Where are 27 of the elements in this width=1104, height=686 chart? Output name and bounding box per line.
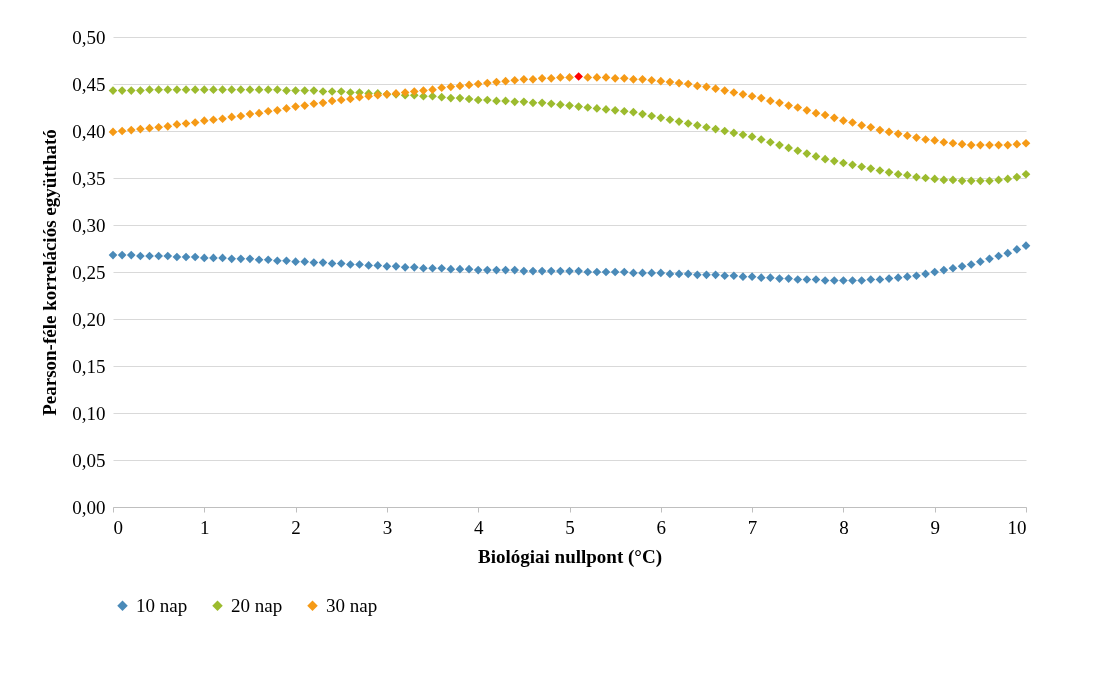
y-tick-label: 0,00 [72, 496, 106, 518]
x-axis-title: Biológiai nullpont (°C) [478, 545, 662, 568]
y-tick-label: 0,40 [72, 120, 106, 142]
y-tick-label: 0,30 [72, 214, 106, 236]
x-tick-label: 2 [291, 516, 301, 538]
x-tick-label: 7 [747, 516, 758, 538]
y-tick-label: 0,45 [72, 73, 106, 95]
x-tick-label: 9 [930, 516, 940, 538]
y-axis-title: Pearson-féle korrelációs együttható [39, 129, 61, 416]
x-tick-label: 5 [565, 516, 575, 538]
x-tick-label: 3 [382, 516, 393, 538]
x-tick-label: 4 [473, 516, 484, 538]
y-tick-label: 0,05 [72, 449, 106, 471]
x-tick-label: 6 [656, 516, 667, 538]
x-tick-label: 1 [200, 516, 210, 538]
y-tick-label: 0,20 [72, 308, 106, 330]
y-tick-label: 0,10 [72, 402, 106, 424]
y-tick-label: 0,50 [72, 26, 106, 48]
y-tick-label: 0,15 [72, 355, 106, 377]
legend-label: 10 nap [136, 594, 188, 616]
y-tick-label: 0,25 [72, 261, 106, 283]
x-tick-label: 10 [1007, 516, 1027, 538]
y-tick-label: 0,35 [72, 167, 106, 189]
x-tick-label: 8 [839, 516, 849, 538]
legend-label: 20 nap [231, 594, 283, 616]
legend-label: 30 nap [326, 594, 378, 616]
x-tick-label: 0 [113, 516, 123, 538]
